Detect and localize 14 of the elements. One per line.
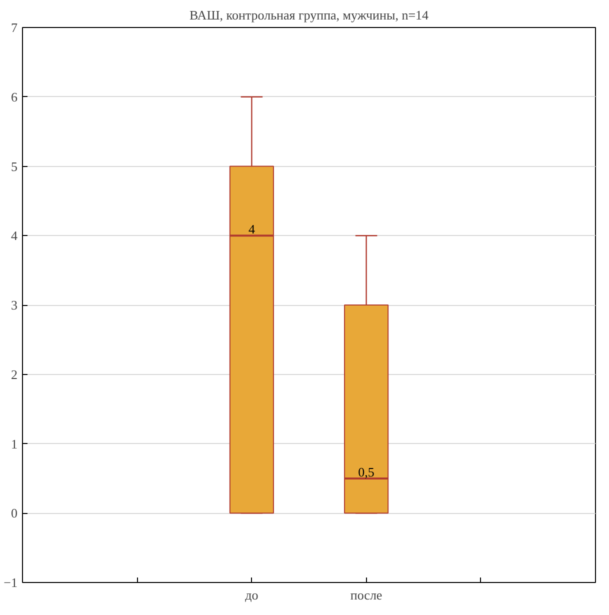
y-tick-label: 6	[11, 89, 18, 104]
chart-title: ВАШ, контрольная группа, мужчины, n=14	[189, 8, 430, 22]
y-tick-label: 0	[11, 506, 18, 521]
annotation: 4	[248, 222, 256, 237]
y-tick-label: 1	[11, 436, 18, 452]
annotation: 0,5	[358, 464, 374, 480]
y-tick-label: 2	[11, 366, 18, 382]
y-tick-label: 5	[11, 158, 18, 174]
x-tick-label: до	[245, 588, 258, 602]
y-tick-label: 3	[11, 298, 18, 312]
y-tick-label: 7	[11, 20, 18, 35]
y-tick-label: 4	[11, 228, 18, 244]
y-tick-label: −1	[4, 575, 18, 590]
x-tick-label: после	[350, 588, 382, 602]
